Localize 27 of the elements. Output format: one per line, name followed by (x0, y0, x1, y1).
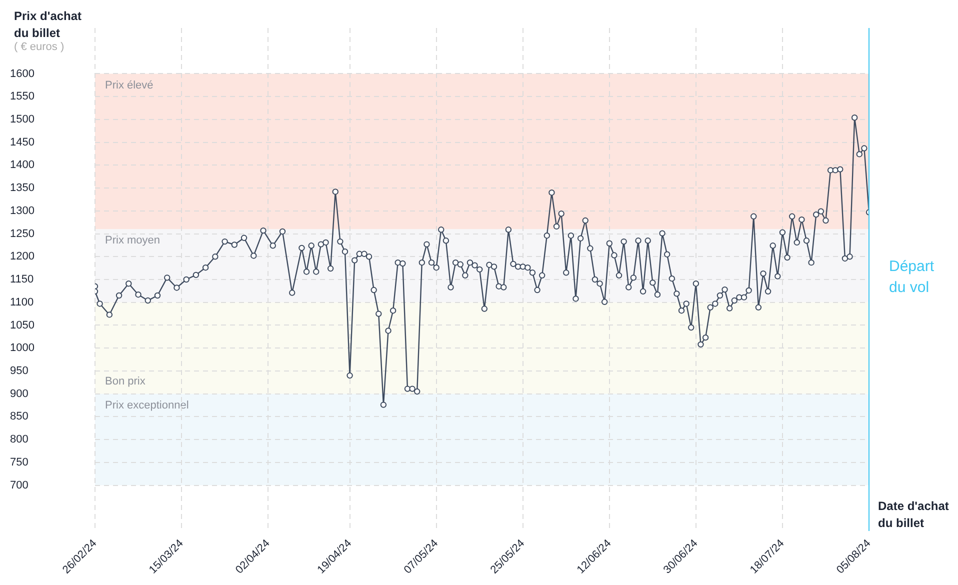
y-tick-label: 850 (10, 410, 28, 423)
y-tick-label: 700 (10, 479, 28, 492)
y-tick-label: 1100 (10, 296, 34, 308)
y-tick-label: 750 (10, 456, 28, 468)
y-tick-label: 1150 (10, 274, 34, 286)
band-label: Prix élevé (105, 79, 154, 92)
y-tick-label: 1550 (10, 90, 34, 103)
y-tick-label: 1200 (10, 250, 34, 263)
y-tick-label: 900 (10, 388, 28, 400)
band-label: Prix exceptionnel (105, 399, 189, 412)
y-tick-label: 1400 (10, 159, 34, 172)
y-tick-label: 1000 (10, 342, 34, 354)
y-tick-label: 1050 (10, 319, 34, 332)
y-tick-label: 1450 (10, 136, 34, 148)
y-axis-title: Prix d'achat du billet (14, 8, 83, 42)
band-label: Bon prix (105, 375, 146, 388)
y-tick-label: 1500 (10, 113, 34, 126)
band-label: Prix moyen (105, 234, 160, 247)
ref-line-label: Départ du vol (889, 258, 935, 296)
text: ( € euros ) (14, 41, 64, 53)
y-tick-label: 950 (10, 364, 28, 377)
y-tick-label: 800 (10, 434, 28, 446)
y-tick-label: 1600 (10, 68, 34, 80)
y-tick-label: 1350 (10, 182, 34, 194)
y-tick-label: 1250 (10, 228, 34, 240)
x-axis-title: Date d'achat du billet (878, 498, 950, 532)
y-tick-label: 1300 (10, 204, 34, 217)
